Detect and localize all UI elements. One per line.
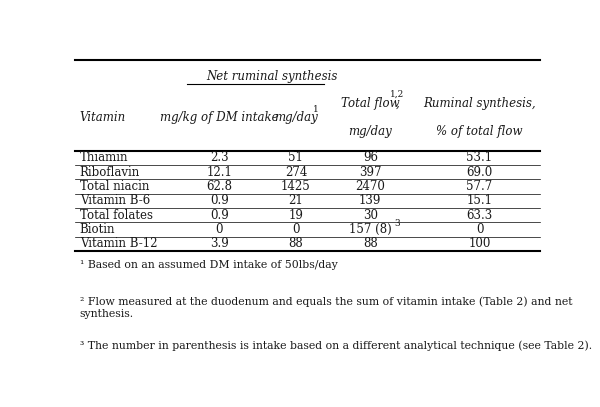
Text: Vitamin: Vitamin [80, 111, 126, 124]
Text: Total flow: Total flow [341, 97, 400, 110]
Text: Vitamin B-12: Vitamin B-12 [80, 237, 157, 250]
Text: 3.9: 3.9 [210, 237, 229, 250]
Text: 62.8: 62.8 [206, 180, 232, 193]
Text: Vitamin B-6: Vitamin B-6 [80, 194, 150, 207]
Text: Total folates: Total folates [80, 209, 152, 222]
Text: % of total flow: % of total flow [436, 125, 523, 138]
Text: 30: 30 [363, 209, 378, 222]
Text: 3: 3 [394, 219, 400, 228]
Text: mg/day: mg/day [349, 125, 392, 138]
Text: 88: 88 [289, 237, 303, 250]
Text: 1: 1 [313, 105, 319, 114]
Text: 157 (8): 157 (8) [349, 223, 392, 236]
Text: ,: , [396, 97, 400, 110]
Text: mg/kg of DM intake: mg/kg of DM intake [160, 111, 278, 124]
Text: 274: 274 [284, 166, 307, 179]
Text: 96: 96 [363, 151, 378, 164]
Text: ³ The number in parenthesis is intake based on a different analytical technique : ³ The number in parenthesis is intake ba… [80, 340, 592, 351]
Text: Thiamin: Thiamin [80, 151, 128, 164]
Text: Total niacin: Total niacin [80, 180, 149, 193]
Text: 19: 19 [289, 209, 304, 222]
Text: 2470: 2470 [355, 180, 385, 193]
Text: Biotin: Biotin [80, 223, 115, 236]
Text: 0: 0 [292, 223, 299, 236]
Text: ¹ Based on an assumed DM intake of 50lbs/day: ¹ Based on an assumed DM intake of 50lbs… [80, 260, 337, 270]
Text: 63.3: 63.3 [466, 209, 493, 222]
Text: 57.7: 57.7 [466, 180, 493, 193]
Text: 0.9: 0.9 [210, 194, 229, 207]
Text: 21: 21 [289, 194, 303, 207]
Text: Ruminal synthesis,: Ruminal synthesis, [423, 97, 536, 110]
Text: Riboflavin: Riboflavin [80, 166, 140, 179]
Text: 397: 397 [359, 166, 382, 179]
Text: 139: 139 [359, 194, 382, 207]
Text: 0: 0 [476, 223, 484, 236]
Text: 53.1: 53.1 [466, 151, 493, 164]
Text: 100: 100 [469, 237, 491, 250]
Text: Net ruminal synthesis: Net ruminal synthesis [206, 70, 337, 83]
Text: 12.1: 12.1 [206, 166, 232, 179]
Text: 1425: 1425 [281, 180, 311, 193]
Text: ² Flow measured at the duodenum and equals the sum of vitamin intake (Table 2) a: ² Flow measured at the duodenum and equa… [80, 296, 572, 319]
Text: 69.0: 69.0 [466, 166, 493, 179]
Text: 0: 0 [215, 223, 223, 236]
Text: 15.1: 15.1 [467, 194, 493, 207]
Text: 0.9: 0.9 [210, 209, 229, 222]
Text: 1,2: 1,2 [390, 90, 404, 99]
Text: mg/day: mg/day [274, 111, 318, 124]
Text: 51: 51 [289, 151, 304, 164]
Text: 88: 88 [363, 237, 377, 250]
Text: 2.3: 2.3 [210, 151, 229, 164]
